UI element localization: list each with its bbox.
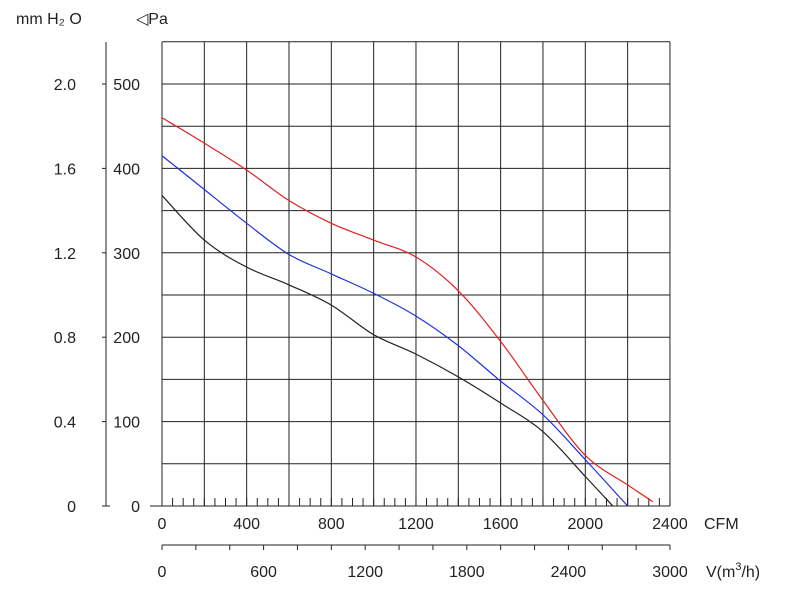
y-tick-label-pa: 300: [113, 246, 140, 263]
unit-pa-label: ◁Pa: [135, 11, 168, 28]
x-tick-label-m3h: 0: [158, 564, 167, 581]
x-tick-label-m3h: 1800: [449, 564, 485, 581]
x-tick-label-cfm: 400: [233, 516, 260, 533]
y-tick-label-mmh2o: 2.0: [54, 77, 76, 94]
y-tick-label-pa: 100: [113, 415, 140, 432]
series-line-blue: [161, 155, 629, 507]
y-tick-label-pa: 0: [131, 499, 140, 516]
x-tick-label-m3h: 600: [250, 564, 277, 581]
x-tick-label-cfm: 2000: [568, 516, 604, 533]
unit-mmh2o-label: mm H₂ O: [16, 11, 82, 28]
y-tick-label-mmh2o: 0: [67, 499, 76, 516]
x-tick-label-cfm: 0: [158, 516, 167, 533]
x-tick-label-cfm: 1600: [483, 516, 519, 533]
y-tick-label-mmh2o: 0.8: [54, 330, 76, 347]
y-tick-label-mmh2o: 0.4: [54, 415, 76, 432]
series-line-red: [161, 117, 654, 503]
y-tick-label-mmh2o: 1.6: [54, 161, 76, 178]
y-tick-label-mmh2o: 1.2: [54, 246, 76, 263]
x-tick-label-m3h: 2400: [551, 564, 587, 581]
unit-cfm-label: CFM: [704, 516, 739, 533]
x-tick-label-m3h: 1200: [347, 564, 383, 581]
axes: [102, 42, 671, 550]
grid: [161, 41, 671, 507]
unit-m3h-label: V(m3/h): [706, 561, 760, 581]
series: [161, 117, 654, 507]
x-tick-label-cfm: 2400: [652, 516, 688, 533]
x-tick-label-cfm: 1200: [398, 516, 434, 533]
x-tick-label-cfm: 800: [318, 516, 345, 533]
series-line-black: [161, 194, 614, 507]
y-tick-label-pa: 500: [113, 77, 140, 94]
x-tick-label-m3h: 3000: [652, 564, 688, 581]
y-tick-label-pa: 400: [113, 161, 140, 178]
labels: mm H₂ O ◁Pa CFM V(m3/h) 0 100 200 300 400 500…: [16, 11, 760, 581]
y-tick-label-pa: 200: [113, 330, 140, 347]
